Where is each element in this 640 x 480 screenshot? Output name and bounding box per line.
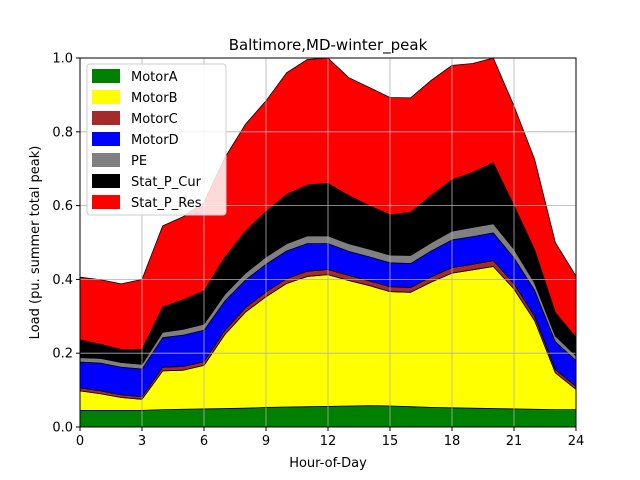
legend-swatch-pe: [92, 153, 120, 167]
x-tick-label-8: 24: [568, 434, 585, 449]
x-tick-label-1: 3: [138, 434, 146, 449]
y-tick-label-1: 0.2: [52, 347, 73, 362]
legend-swatch-motorb: [92, 90, 120, 104]
legend-swatch-motora: [92, 69, 120, 83]
x-tick-label-7: 21: [506, 434, 523, 449]
chart-title: Baltimore,MD-winter_peak: [229, 36, 428, 55]
legend-swatch-stat-p-cur: [92, 174, 120, 188]
legend-label-pe: PE: [131, 154, 147, 169]
legend: MotorA MotorB MotorC MotorD PE Stat_P_Cur Stat…: [86, 63, 227, 216]
x-tick-label-0: 0: [76, 434, 84, 449]
x-axis-label: Hour-of-Day: [289, 456, 367, 471]
x-tick-label-5: 15: [382, 434, 399, 449]
x-axis-ticks: 0 3 6 9 12 15 18 21 24: [76, 427, 584, 449]
y-tick-label-2: 0.4: [52, 273, 73, 288]
x-tick-label-6: 18: [444, 434, 461, 449]
legend-label-motorc: MotorC: [131, 112, 178, 127]
legend-label-stat-p-cur: Stat_P_Cur: [131, 175, 202, 190]
y-tick-label-4: 0.8: [52, 125, 73, 140]
legend-label-motorb: MotorB: [131, 91, 177, 106]
legend-frame: [86, 63, 227, 216]
legend-swatch-stat-p-res: [92, 195, 120, 209]
y-tick-label-3: 0.6: [52, 199, 73, 214]
legend-label-motora: MotorA: [131, 70, 178, 85]
x-tick-label-3: 9: [262, 434, 270, 449]
legend-swatch-motord: [92, 132, 120, 146]
y-tick-label-5: 1.0: [52, 52, 73, 67]
legend-label-stat-p-res: Stat_P_Res: [131, 196, 202, 211]
y-axis-label: Load (pu. summer total peak): [28, 146, 43, 340]
y-axis-ticks: 0.0 0.2 0.4 0.6 0.8 1.0: [52, 52, 80, 436]
legend-label-motord: MotorD: [131, 133, 179, 148]
x-tick-label-2: 6: [200, 434, 208, 449]
y-tick-label-0: 0.0: [52, 421, 73, 436]
legend-swatch-motorc: [92, 111, 120, 125]
x-tick-label-4: 12: [320, 434, 337, 449]
